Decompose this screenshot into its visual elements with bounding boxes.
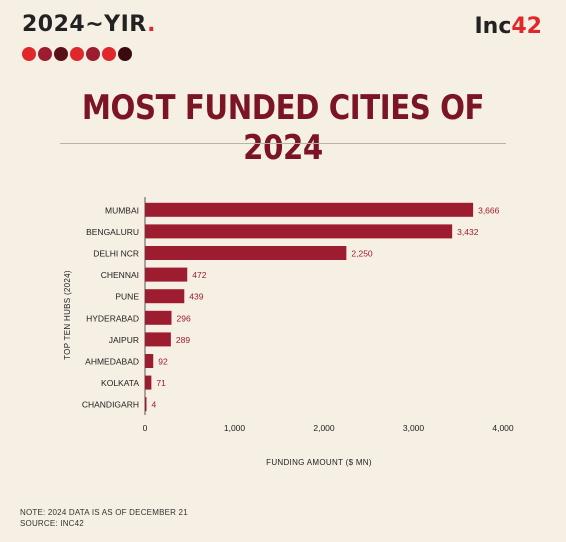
value-label: 439	[189, 292, 203, 302]
y-axis-label: TOP TEN HUBS (2024)	[63, 270, 72, 360]
bar-chennai	[145, 267, 188, 282]
title-divider	[60, 143, 506, 144]
value-label: 3,666	[478, 205, 500, 215]
brand-circles-graphic	[22, 47, 132, 61]
value-label: 92	[158, 357, 168, 367]
value-label: 4	[152, 400, 157, 410]
logo-number: 42	[511, 14, 542, 39]
x-axis-label: FUNDING AMOUNT ($ MN)	[266, 458, 372, 467]
bar-bengaluru	[145, 224, 453, 239]
value-label: 472	[192, 270, 206, 280]
bar-mumbai	[145, 202, 474, 217]
x-tick-label: 4,000	[492, 423, 514, 433]
category-label: JAIPUR	[109, 335, 139, 345]
value-label: 71	[156, 378, 166, 388]
bar-kolkata	[145, 375, 152, 390]
value-label: 289	[176, 335, 190, 345]
category-label: PUNE	[115, 292, 139, 302]
value-label: 3,432	[457, 227, 479, 237]
bar-jaipur	[145, 332, 171, 347]
brand-logo: 2024~YIR.	[22, 12, 156, 37]
category-label: BENGALURU	[86, 227, 139, 237]
category-label: MUMBAI	[105, 205, 139, 215]
chart-title: MOST FUNDED CITIES OF 2024	[81, 88, 485, 168]
category-label: CHANDIGARH	[82, 400, 139, 410]
bar-hyderabad	[145, 310, 172, 325]
value-label: 2,250	[351, 249, 373, 259]
category-label: CHENNAI	[101, 270, 139, 280]
category-label: AHMEDABAD	[85, 357, 139, 367]
footnote: NOTE: 2024 DATA IS AS OF DECEMBER 21 SOU…	[20, 507, 188, 529]
x-tick-label: 1,000	[224, 423, 246, 433]
brand-dot: .	[147, 12, 156, 37]
category-label: KOLKATA	[101, 378, 139, 388]
value-label: 296	[176, 313, 190, 323]
brand-text: 2024~YIR	[22, 12, 148, 37]
logo-text: Inc	[474, 14, 512, 39]
footnote-note: NOTE: 2024 DATA IS AS OF DECEMBER 21	[20, 508, 188, 517]
bar-ahmedabad	[145, 354, 154, 368]
footnote-source: SOURCE: INC42	[20, 519, 84, 528]
x-tick-label: 0	[143, 423, 148, 433]
x-tick-label: 2,000	[313, 423, 335, 433]
x-tick-label: 3,000	[403, 423, 425, 433]
inc42-logo: Inc42	[474, 14, 542, 39]
bar-delhi-ncr	[145, 246, 347, 260]
category-label: DELHI NCR	[93, 249, 139, 259]
bar-pune	[145, 289, 185, 304]
category-label: HYDERABAD	[86, 313, 139, 323]
bar-chandigarh	[145, 397, 147, 412]
